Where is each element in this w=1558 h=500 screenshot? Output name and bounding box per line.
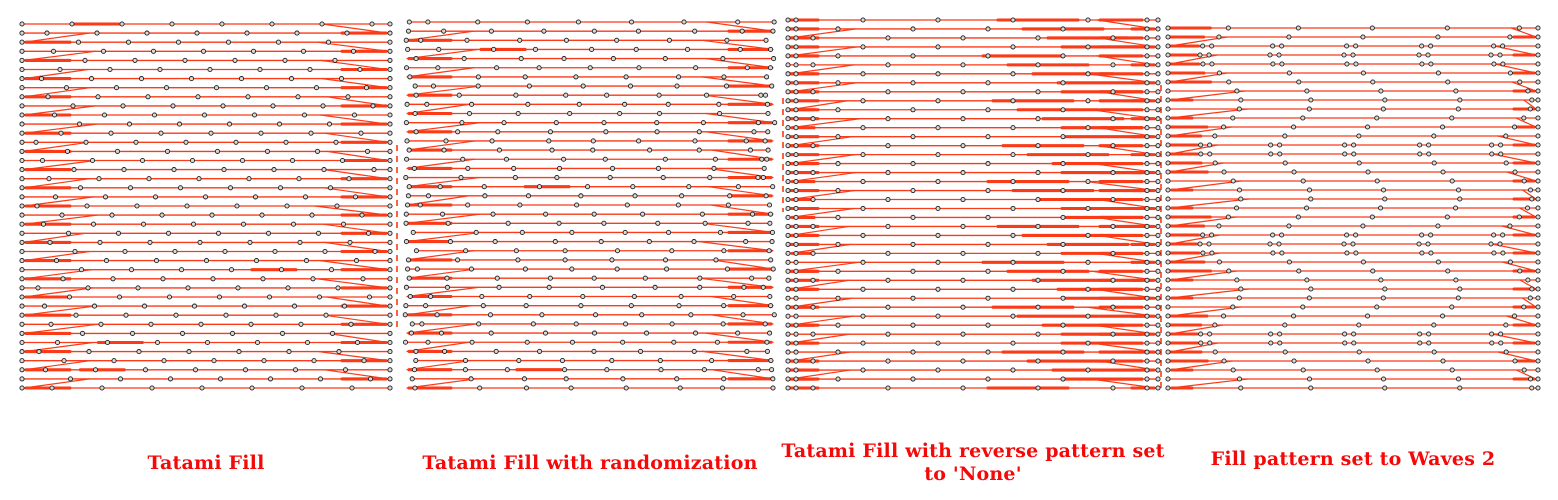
stitch-plan-tatami-fill-reverse-none — [785, 17, 1161, 391]
caption-tatami-fill-randomized: Tatami Fill with randomization — [422, 452, 758, 474]
caption-tatami-fill: Tatami Fill — [147, 452, 265, 474]
panel-tatami-fill-reverse-none — [784, 14, 1162, 394]
panel-fill-waves-2 — [1164, 22, 1542, 394]
stitch-plan-fill-waves-2 — [1165, 25, 1541, 391]
stitch-plan-tatami-fill-randomized — [402, 19, 778, 391]
panel-tatami-fill — [18, 18, 394, 394]
panel-tatami-fill-randomized — [401, 16, 779, 394]
stitch-plan-tatami-fill — [19, 21, 393, 391]
caption-fill-waves-2: Fill pattern set to Waves 2 — [1210, 448, 1496, 470]
caption-tatami-fill-reverse-none: Tatami Fill with reverse pattern set to … — [781, 440, 1165, 486]
